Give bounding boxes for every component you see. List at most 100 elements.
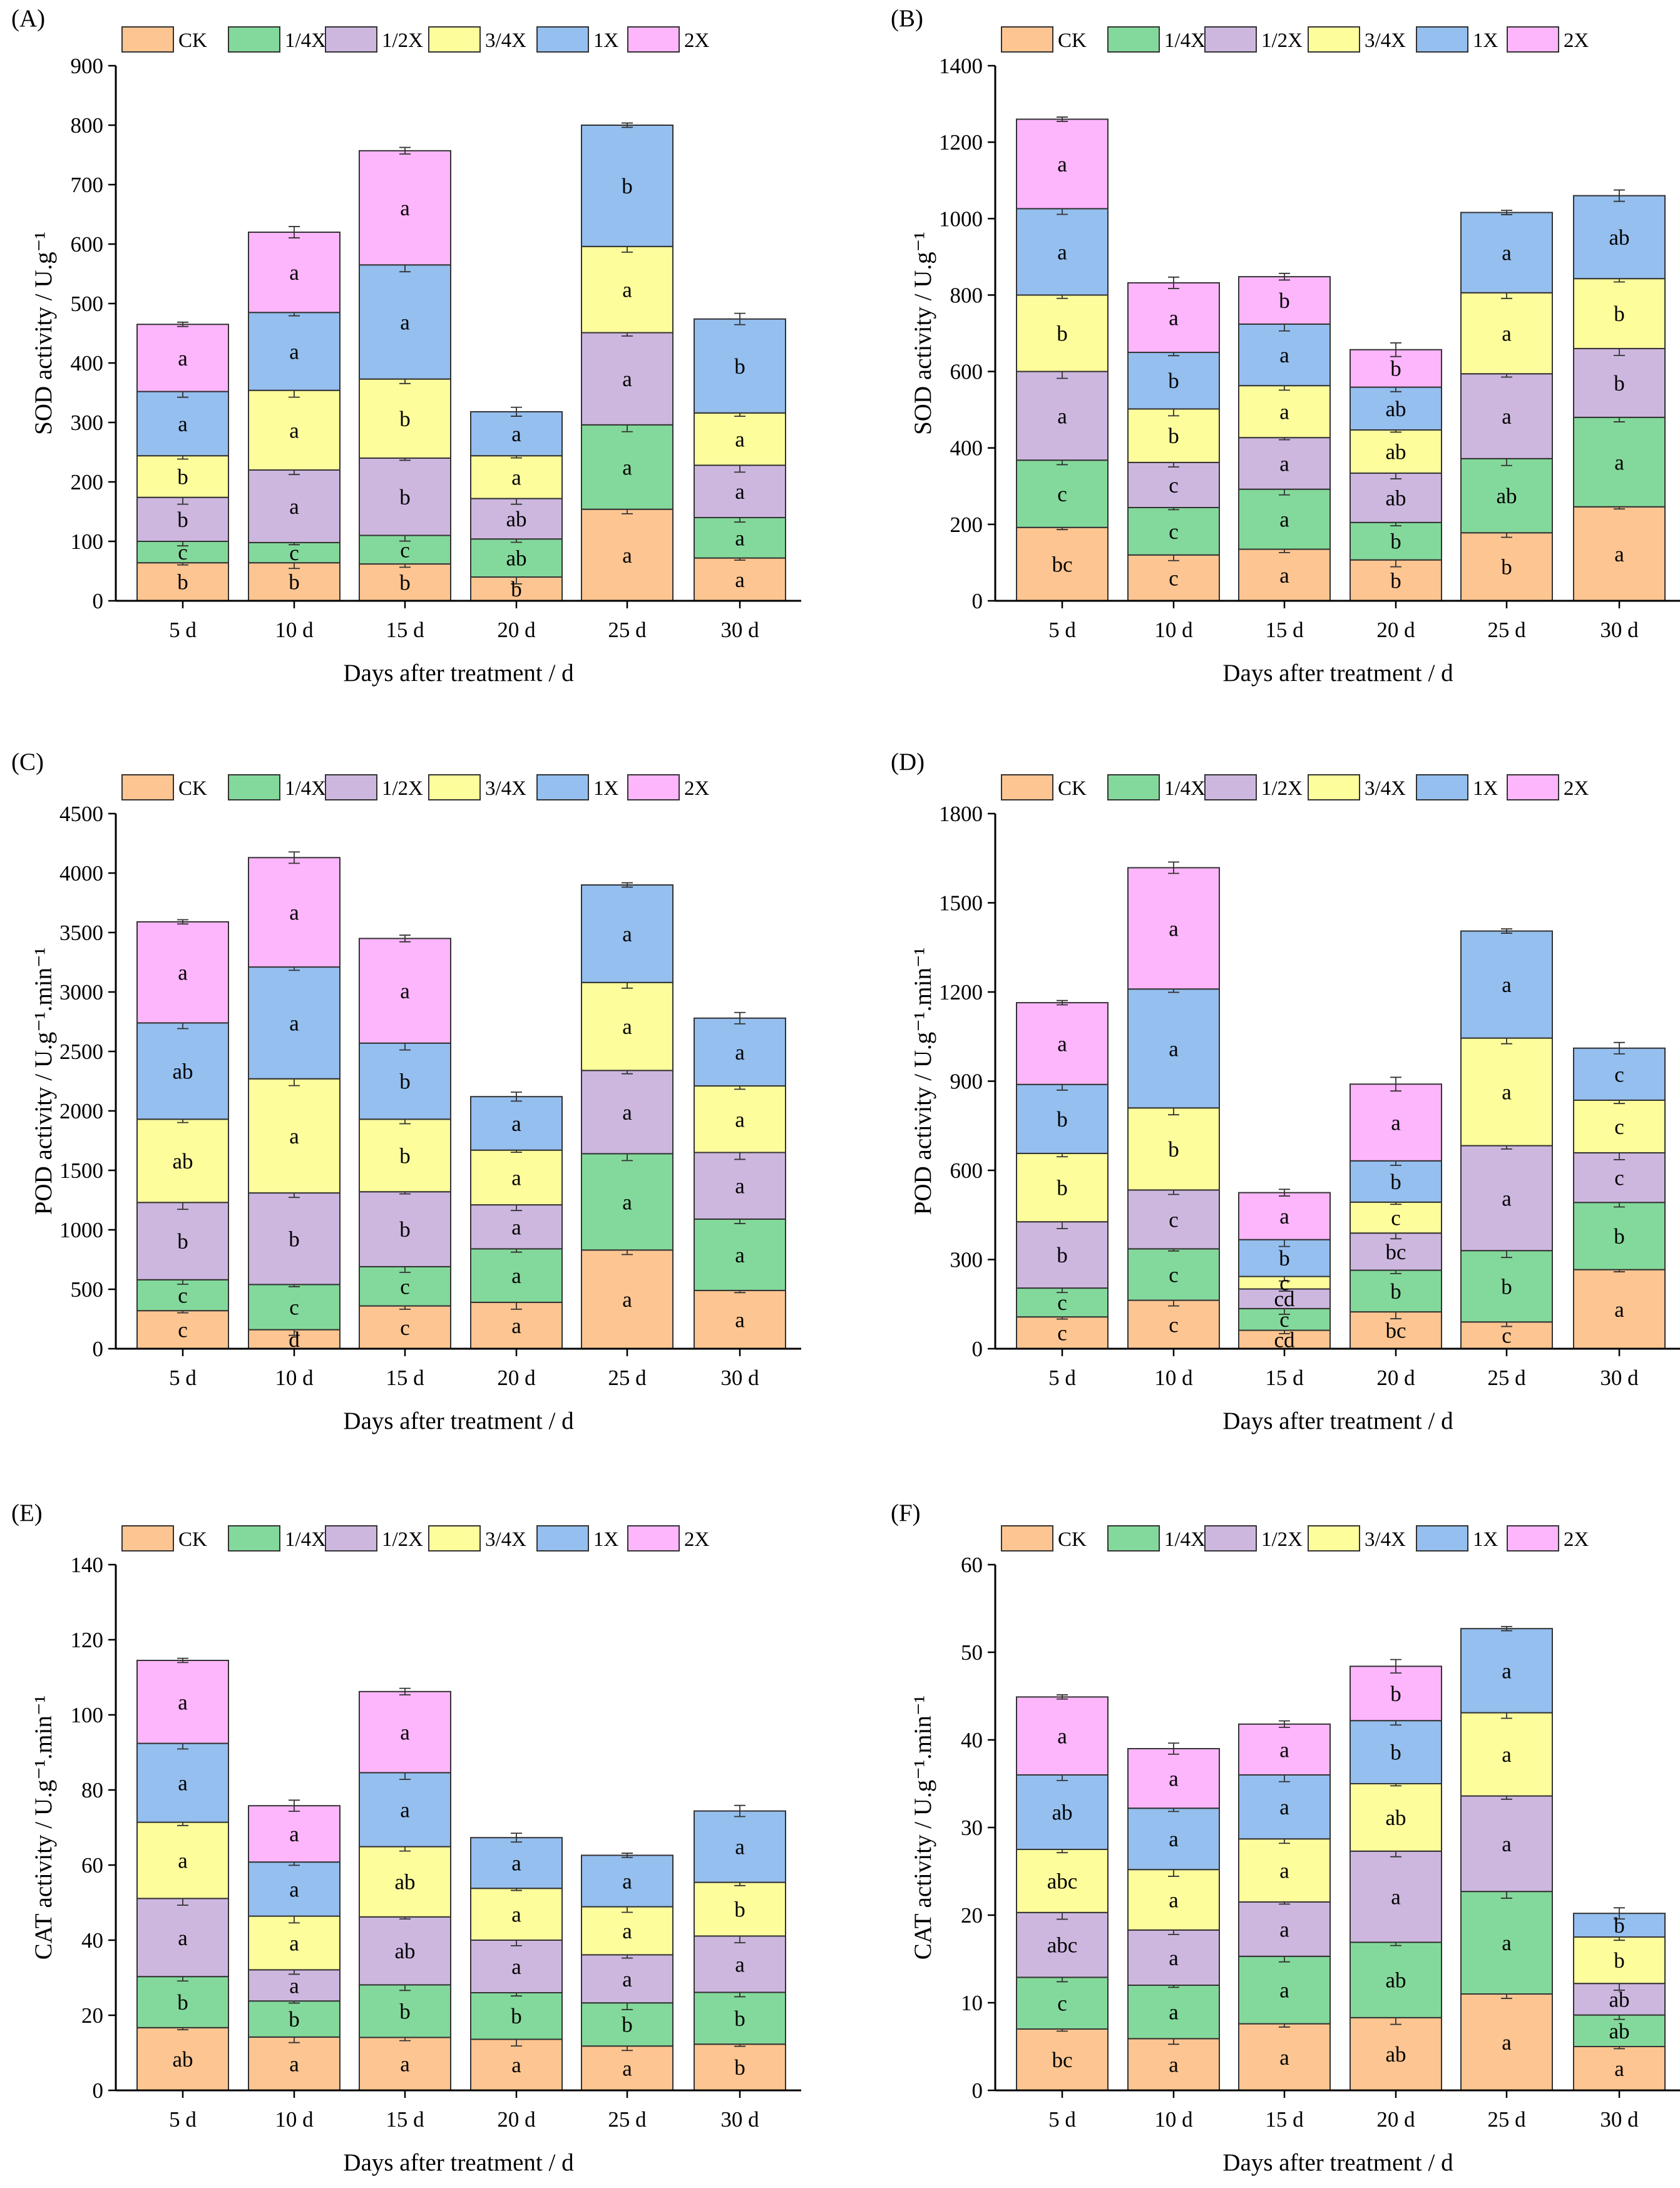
legend-label: 1/4X	[1164, 777, 1206, 800]
legend-label: 2X	[1564, 777, 1589, 800]
y-tick-label: 1800	[939, 802, 983, 826]
significance-letter: a	[1169, 305, 1179, 330]
bar-segment	[1238, 2023, 1331, 2092]
bar-segment	[1238, 488, 1331, 550]
bar-segment	[1350, 1160, 1442, 1203]
x-tick-label: 25 d	[1487, 1366, 1526, 1390]
x-tick-label: 5 d	[169, 1366, 197, 1390]
significance-letter: ab	[1609, 225, 1629, 250]
bar-segment	[248, 1915, 341, 1971]
y-tick-label: 200	[71, 470, 104, 494]
significance-letter: c	[178, 1284, 188, 1308]
significance-letter: b	[734, 354, 745, 379]
legend-swatch	[121, 774, 174, 800]
legend-swatch	[627, 1525, 680, 1552]
significance-letter: ab	[1385, 397, 1406, 421]
significance-letter: b	[1390, 1170, 1401, 1194]
significance-letter: a	[735, 427, 745, 452]
legend-label: 2X	[684, 777, 710, 800]
bar-segment	[1350, 2017, 1442, 2092]
significance-letter: c	[289, 541, 299, 565]
significance-letter: b	[622, 174, 633, 198]
bar-segment	[1460, 532, 1553, 601]
panel-label: (E)	[11, 1500, 43, 1526]
x-tick-label: 5 d	[1048, 618, 1076, 642]
y-tick-label: 80	[81, 1778, 103, 1802]
significance-letter: c	[1614, 1166, 1624, 1190]
bar-segment	[248, 1861, 341, 1917]
significance-letter: c	[178, 540, 188, 565]
significance-letter: a	[400, 2052, 410, 2077]
significance-letter: b	[1057, 1243, 1068, 1267]
significance-letter: a	[1391, 1885, 1401, 1909]
significance-letter: b	[399, 1070, 411, 1094]
significance-letter: ab	[394, 1870, 415, 1894]
panel-d: (D)0300600900120015001800ccbbbacccbaacdc…	[891, 749, 1680, 1434]
significance-letter: b	[1168, 424, 1179, 448]
bar-segment	[1350, 1201, 1442, 1234]
bar-segment	[1127, 867, 1220, 990]
bar-segment	[581, 1954, 674, 2004]
significance-letter: a	[511, 465, 521, 489]
bar-segment	[359, 150, 451, 266]
y-tick-label: 600	[71, 232, 104, 257]
legend-label: 1/2X	[382, 777, 423, 800]
significance-letter: abc	[1047, 1933, 1078, 1958]
y-tick-label: 3000	[59, 980, 103, 1005]
significance-letter: a	[622, 543, 632, 568]
bar-segment	[1016, 1221, 1109, 1289]
legend-label: 1/2X	[1261, 1528, 1303, 1551]
legend-swatch	[325, 774, 377, 800]
bar-segment	[1573, 1047, 1666, 1101]
bar-segment	[359, 1042, 451, 1120]
bar-segment	[359, 378, 451, 459]
y-axis-title: SOD activity / U.g⁻¹	[909, 232, 936, 435]
significance-letter: c	[1057, 482, 1067, 506]
x-axis-title: Days after treatment / d	[1222, 1408, 1453, 1434]
significance-letter: d	[289, 1327, 300, 1352]
significance-letter: a	[735, 1243, 745, 1267]
significance-letter: b	[1614, 302, 1625, 326]
significance-letter: a	[1057, 1031, 1067, 1056]
significance-letter: b	[177, 570, 188, 595]
legend-label: 1/2X	[382, 1528, 423, 1551]
bar-segment	[581, 1249, 674, 1350]
bar-segment	[1127, 282, 1220, 354]
significance-letter: a	[1057, 1724, 1067, 1749]
bar-segment	[1573, 2046, 1666, 2091]
significance-letter: b	[177, 1229, 188, 1254]
bar-segment	[1238, 323, 1331, 387]
significance-letter: b	[1390, 1279, 1401, 1304]
significance-letter: a	[622, 1190, 632, 1214]
significance-letter: a	[289, 260, 299, 285]
legend-label: 2X	[684, 29, 710, 52]
bar-segment	[248, 2036, 341, 2092]
bar-segment	[694, 1152, 786, 1220]
legend-swatch	[325, 26, 377, 53]
significance-letter: c	[1169, 519, 1179, 544]
y-tick-label: 3500	[59, 921, 103, 945]
legend-swatch	[428, 774, 481, 800]
significance-letter: a	[1502, 1659, 1512, 1683]
y-tick-label: 300	[950, 1248, 983, 1272]
significance-letter: a	[289, 1931, 299, 1956]
significance-letter: ab	[172, 1149, 193, 1173]
legend-label: 1/4X	[285, 1528, 326, 1551]
bar-segment	[1127, 1748, 1220, 1809]
panel-label: (C)	[11, 749, 44, 775]
significance-letter: ab	[1385, 486, 1406, 510]
significance-letter: ab	[1052, 1801, 1072, 1825]
significance-letter: a	[511, 1955, 521, 1979]
bar-segment	[359, 2037, 451, 2091]
legend-swatch	[1308, 774, 1360, 800]
bar-segment	[248, 1192, 341, 1286]
legend-swatch	[1001, 774, 1053, 800]
significance-letter: a	[735, 1835, 745, 1859]
significance-letter: c	[400, 1274, 410, 1299]
y-tick-label: 1400	[939, 54, 983, 78]
significance-letter: c	[1169, 1312, 1179, 1337]
significance-letter: a	[1279, 2045, 1289, 2070]
bar-segment	[248, 541, 341, 564]
significance-letter: a	[289, 1011, 299, 1035]
significance-letter: c	[1169, 1262, 1179, 1287]
